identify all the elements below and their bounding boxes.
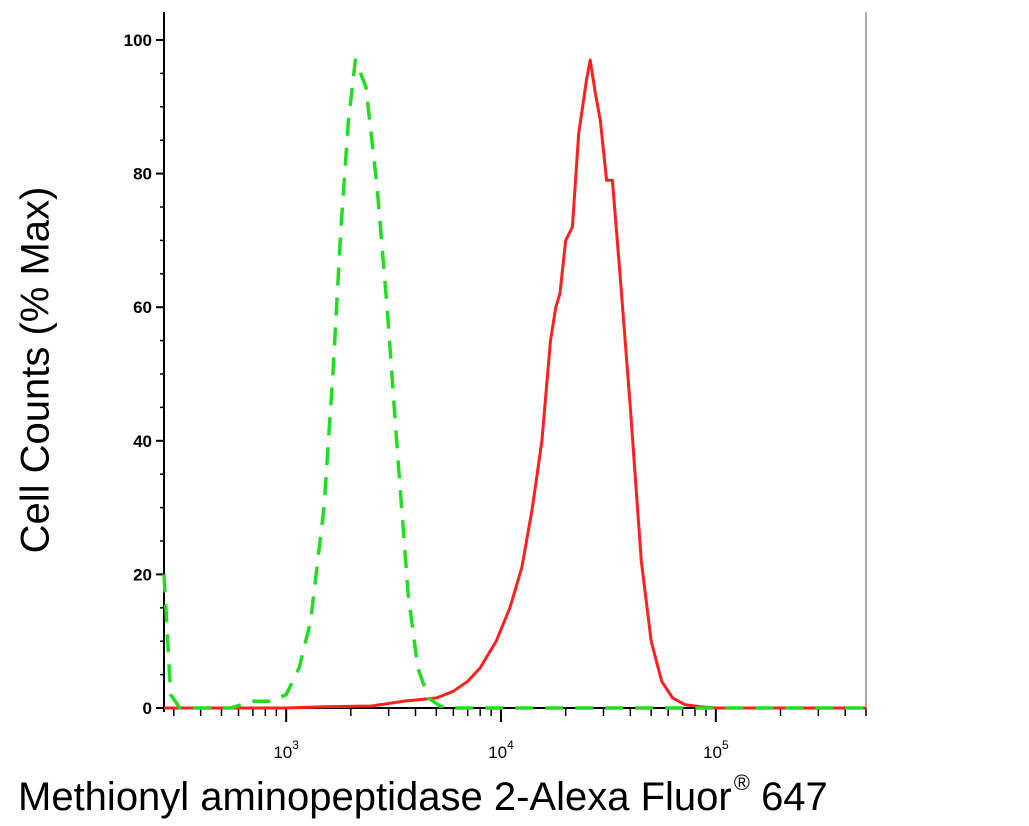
series-line-1 — [162, 58, 866, 710]
y-tick-label: 60 — [133, 298, 152, 317]
x-tick-label: 103 — [273, 738, 299, 762]
series-line-0 — [164, 58, 866, 710]
y-tick-label: 80 — [133, 165, 152, 184]
y-tick-label: 40 — [133, 432, 152, 451]
registered-mark: ® — [733, 770, 750, 795]
y-tick-label: 100 — [124, 31, 152, 50]
y-axis-label: Cell Counts (% Max) — [13, 186, 58, 554]
series-layer — [162, 58, 866, 710]
y-ticks: 0 20 40 60 80 100 — [124, 31, 164, 718]
x-axis-label-suffix: 647 — [761, 775, 828, 819]
x-axis-label: Methionyl aminopeptidase 2-Alexa Fluor® … — [18, 770, 828, 820]
x-tick-label: 105 — [703, 738, 729, 762]
y-tick-label: 20 — [133, 565, 152, 584]
x-tick-label: 104 — [488, 738, 514, 762]
x-axis-label-text: Methionyl aminopeptidase 2-Alexa Fluor — [18, 775, 732, 819]
y-tick-label: 0 — [143, 699, 152, 718]
x-ticks: 103 104 105 — [173, 708, 867, 762]
